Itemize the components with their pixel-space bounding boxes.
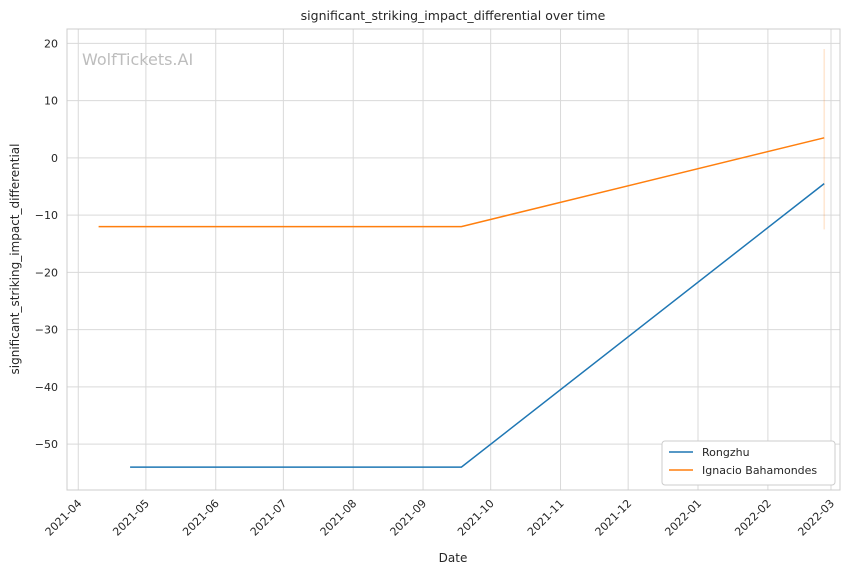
x-tick-label: 2021-06 <box>180 497 222 539</box>
chart-title: significant_striking_impact_differential… <box>301 8 606 23</box>
x-tick-label: 2021-08 <box>318 497 360 539</box>
x-tick-label: 2021-04 <box>43 497 85 539</box>
y-tick-label: −40 <box>35 381 58 394</box>
x-tick-label: 2021-11 <box>525 497 567 539</box>
y-tick-label: 10 <box>44 95 58 108</box>
y-tick-label: −50 <box>35 438 58 451</box>
series-line-rongzhu <box>130 183 825 468</box>
series-lines <box>98 137 825 468</box>
y-tick-label: −20 <box>35 266 58 279</box>
legend-label-ignacio-bahamondes: Ignacio Bahamondes <box>702 464 817 477</box>
x-axis-label: Date <box>439 551 468 565</box>
legend-box <box>661 440 836 486</box>
y-axis-label: significant_striking_impact_differential <box>8 144 22 375</box>
grid <box>67 29 840 490</box>
x-tick-label: 2021-07 <box>248 497 290 539</box>
legend-label-rongzhu: Rongzhu <box>702 446 750 459</box>
series-line-ignacio-bahamondes <box>98 137 825 228</box>
confidence-band <box>823 49 826 230</box>
x-tick-label: 2021-05 <box>110 497 152 539</box>
x-tick-label: 2022-03 <box>795 497 837 539</box>
y-tick-label: 0 <box>51 152 58 165</box>
legend: Rongzhu Ignacio Bahamondes <box>661 440 836 486</box>
x-tick-label: 2021-09 <box>387 497 429 539</box>
x-tick-label: 2022-01 <box>662 497 704 539</box>
y-tick-label: 20 <box>44 37 58 50</box>
band-marker <box>823 49 826 230</box>
y-tick-label: −30 <box>35 324 58 337</box>
x-tick-label: 2021-10 <box>455 497 497 539</box>
x-tick-label: 2021-12 <box>593 497 635 539</box>
y-tick-label: −10 <box>35 209 58 222</box>
x-tick-label: 2022-02 <box>732 497 774 539</box>
x-ticks: 2021-04 2021-05 2021-06 2021-07 2021-08 2021-… <box>43 497 837 539</box>
y-ticks: 20 10 0 −10 −20 −30 −40 −50 <box>35 37 58 451</box>
watermark: WolfTickets.AI <box>82 50 193 69</box>
plot-frame <box>66 28 841 491</box>
